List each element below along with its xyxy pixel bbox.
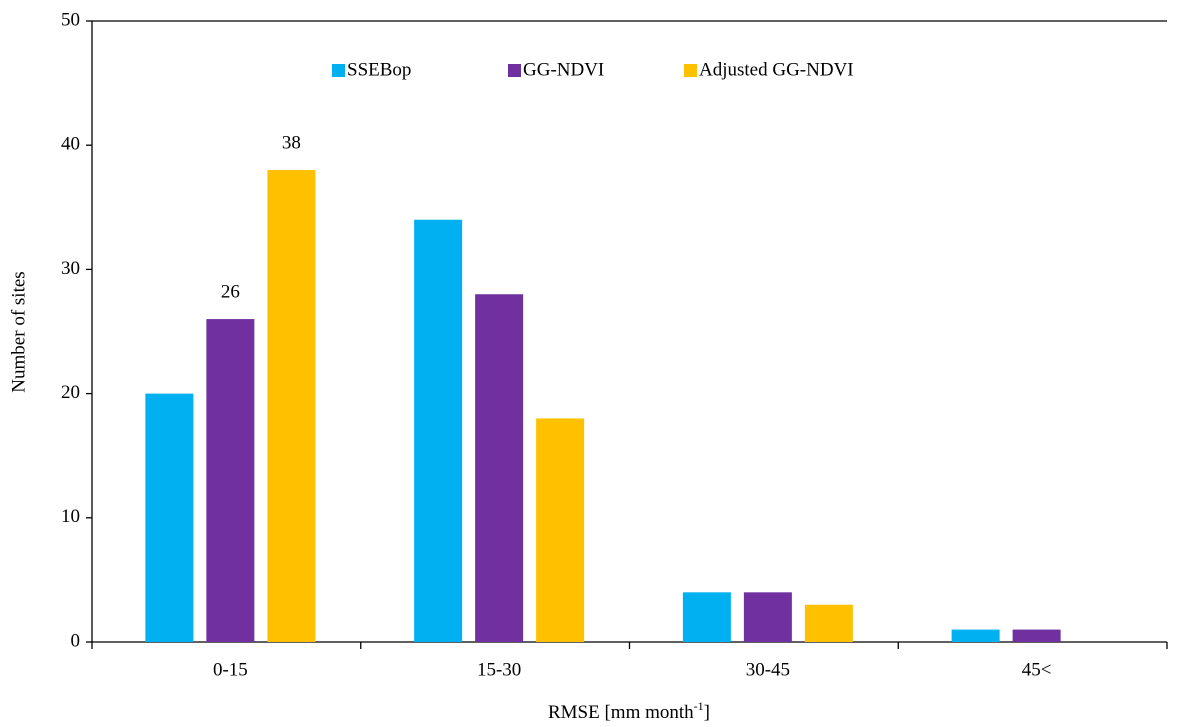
x-axis-label: RMSE [mm month-1]	[548, 699, 710, 724]
y-tick-label: 10	[61, 506, 80, 527]
bar	[475, 294, 524, 642]
x-tick-label: 45<	[1022, 659, 1052, 680]
bar	[1012, 629, 1061, 642]
x-tick-label: 0-15	[213, 659, 248, 680]
bar	[206, 319, 255, 642]
data-label: 38	[282, 132, 301, 153]
bar	[743, 592, 792, 642]
x-axis-label-suffix: ]	[704, 702, 710, 723]
legend-label: Adjusted GG-NDVI	[699, 59, 854, 80]
bar	[414, 219, 463, 642]
y-tick-label: 0	[71, 630, 81, 651]
x-tick-label: 30-45	[746, 659, 790, 680]
y-tick-label: 20	[61, 382, 80, 403]
x-tick-label: 15-30	[477, 659, 521, 680]
bar	[951, 629, 1000, 642]
bar	[682, 592, 731, 642]
legend-label: GG-NDVI	[523, 59, 604, 80]
y-tick-label: 50	[61, 9, 80, 30]
x-axis-label-text: RMSE [mm month	[548, 702, 694, 723]
y-tick-label: 40	[61, 134, 80, 155]
data-label: 26	[221, 281, 240, 302]
bar	[267, 170, 316, 643]
bar	[804, 604, 853, 642]
legend-swatch	[332, 64, 345, 77]
legend-swatch	[508, 64, 521, 77]
y-tick-label: 30	[61, 258, 80, 279]
x-axis-label-sup: -1	[694, 699, 704, 713]
bar	[145, 393, 194, 642]
legend-swatch	[684, 64, 697, 77]
bar	[536, 418, 585, 642]
legend-label: SSEBop	[347, 59, 411, 80]
y-axis-label: Number of sites	[8, 271, 29, 392]
